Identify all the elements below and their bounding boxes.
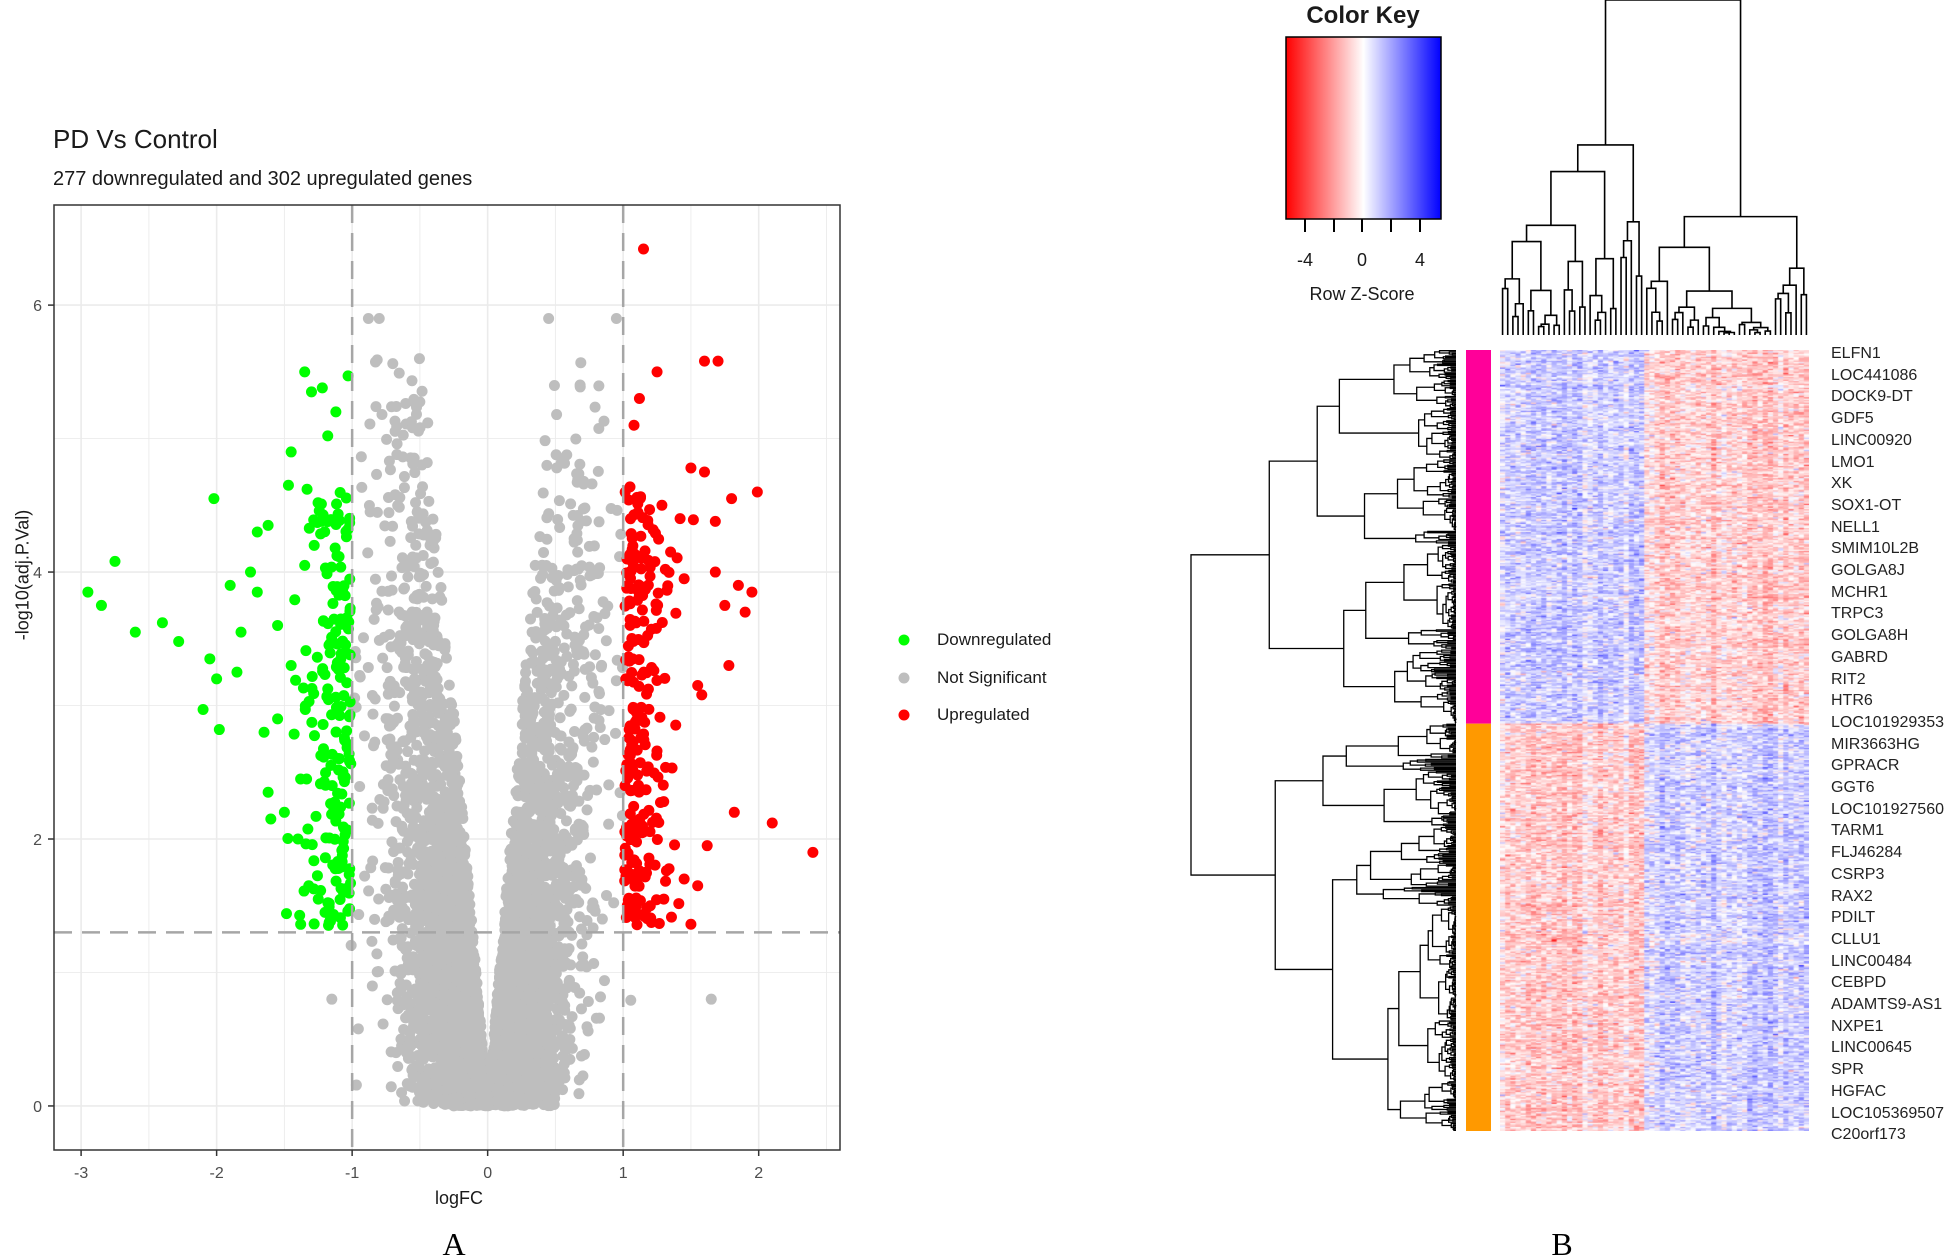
point-not-significant: [601, 889, 613, 901]
point-not-significant: [603, 705, 615, 717]
point-not-significant: [357, 632, 369, 644]
point-not-significant: [353, 909, 365, 921]
point-not-significant: [402, 571, 414, 583]
point-not-significant: [603, 818, 615, 830]
point-not-significant: [576, 938, 588, 950]
point-not-significant: [596, 913, 608, 925]
point-not-significant: [381, 433, 393, 445]
point-not-significant: [402, 846, 414, 858]
point-not-significant: [589, 649, 601, 661]
point-not-significant: [373, 634, 385, 646]
point-not-significant: [384, 629, 396, 641]
point-not-significant: [356, 481, 368, 493]
point-not-significant: [377, 652, 389, 664]
